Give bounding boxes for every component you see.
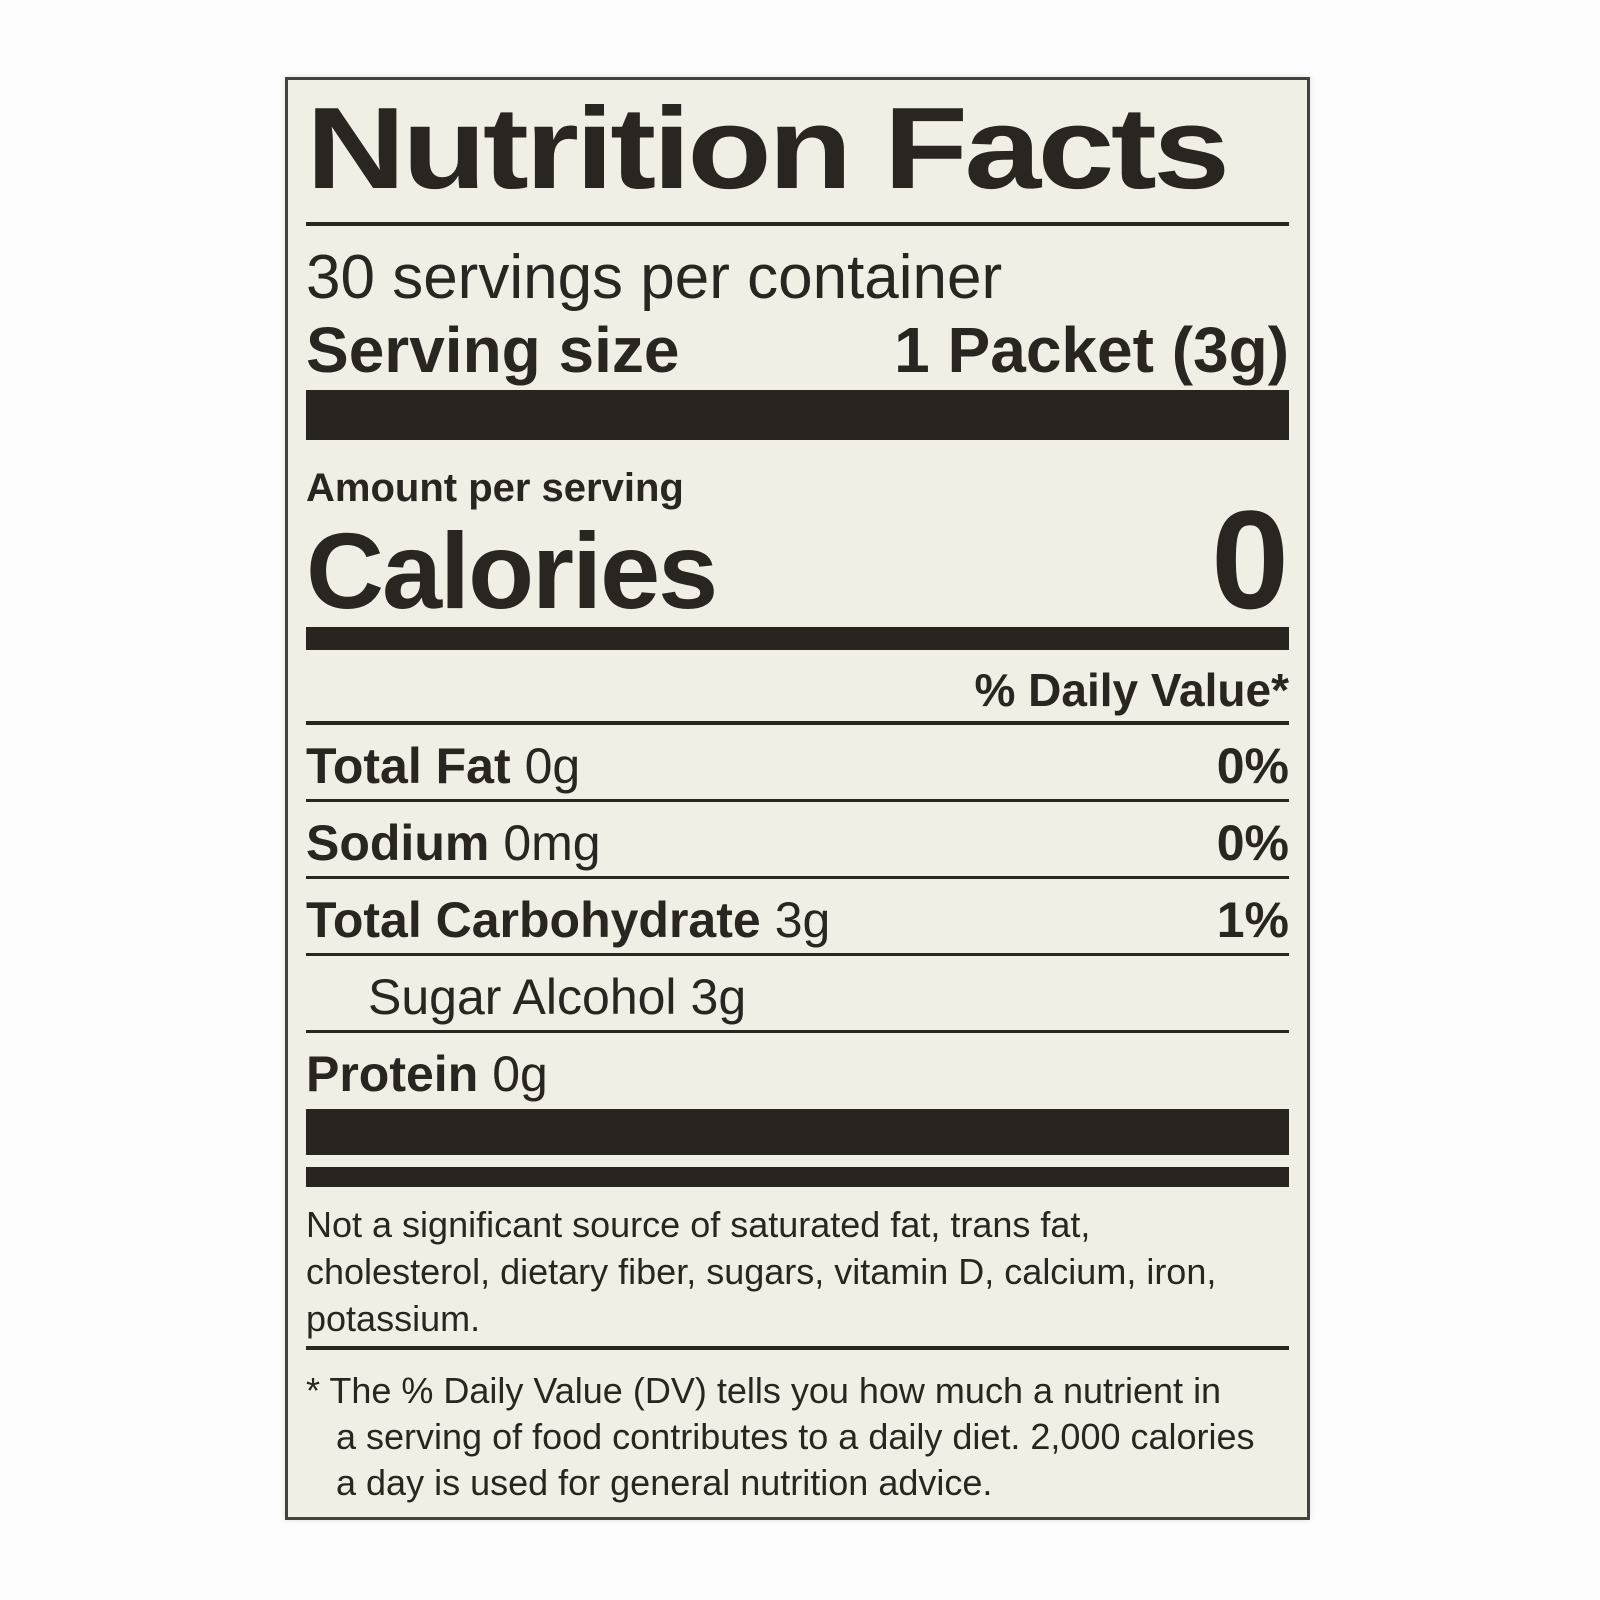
nutrient-amount: 3g <box>690 969 747 1025</box>
separator-bar-medium-bottom <box>306 1167 1289 1187</box>
calories-row: Calories 0 <box>306 481 1289 638</box>
not-significant-note: Not a significant source of saturated fa… <box>306 1201 1289 1342</box>
title-divider <box>306 222 1289 226</box>
footnote-divider <box>306 1346 1289 1350</box>
nutrient-amount: 0g <box>524 738 581 794</box>
calories-value: 0 <box>1211 481 1289 638</box>
nutrient-name: Sodium <box>306 815 490 871</box>
nutrition-facts-label: Nutrition Facts 30 servings per containe… <box>285 77 1310 1520</box>
nutrient-daily-value: 0% <box>1216 738 1289 794</box>
nutrient-daily-value: 1% <box>1216 892 1289 948</box>
serving-size-value: 1 Packet (3g) <box>894 314 1289 386</box>
nutrient-name-amount: Total Fat 0g <box>306 741 580 791</box>
not-significant-line-2: cholesterol, dietary fiber, sugars, vita… <box>306 1251 1217 1292</box>
nutrient-row-protein: Protein 0g <box>306 1033 1289 1107</box>
serving-size-row: Serving size 1 Packet (3g) <box>306 314 1289 386</box>
nutrient-amount: 0mg <box>503 815 601 871</box>
separator-bar-thick-bottom <box>306 1109 1289 1155</box>
nutrient-amount: 3g <box>774 892 831 948</box>
nutrient-name-amount: Total Carbohydrate 3g <box>306 895 830 945</box>
servings-per-container: 30 servings per container <box>306 243 1003 312</box>
footnote-line-1: * The % Daily Value (DV) tells you how m… <box>306 1370 1222 1411</box>
serving-size-label: Serving size <box>306 314 680 386</box>
nutrient-name-amount: Protein 0g <box>306 1049 548 1099</box>
not-significant-line-3: potassium. <box>306 1298 481 1339</box>
nutrient-name-amount: Sugar Alcohol 3g <box>368 972 746 1022</box>
footnote-line-2: a serving of food contributes to a daily… <box>336 1416 1255 1457</box>
label-title: Nutrition Facts <box>306 83 1230 213</box>
amount-per-serving-label: Amount per serving <box>306 466 684 510</box>
nutrient-row-total-fat: Total Fat 0g 0% <box>306 725 1289 802</box>
nutrient-row-sodium: Sodium 0mg 0% <box>306 802 1289 879</box>
not-significant-line-1: Not a significant source of saturated fa… <box>306 1204 1091 1245</box>
nutrient-name: Sugar Alcohol <box>368 969 677 1025</box>
nutrient-name-amount: Sodium 0mg <box>306 818 601 868</box>
separator-bar-medium-calories <box>306 627 1289 650</box>
nutrient-name: Protein <box>306 1046 479 1102</box>
nutrient-amount: 0g <box>492 1046 548 1102</box>
footnote-line-3: a day is used for general nutrition advi… <box>336 1462 993 1503</box>
nutrient-daily-value: 0% <box>1216 815 1289 871</box>
nutrient-name: Total Carbohydrate <box>306 892 761 948</box>
nutrient-row-total-carbohydrate: Total Carbohydrate 3g 1% <box>306 879 1289 956</box>
daily-value-footnote: * The % Daily Value (DV) tells you how m… <box>306 1368 1289 1506</box>
separator-bar-thick-top <box>306 390 1289 440</box>
nutrient-row-sugar-alcohol: Sugar Alcohol 3g <box>306 956 1289 1033</box>
daily-value-header: % Daily Value* <box>974 664 1290 716</box>
nutrient-name: Total Fat <box>306 738 511 794</box>
calories-label: Calories <box>306 510 718 631</box>
daily-value-divider <box>306 721 1289 725</box>
